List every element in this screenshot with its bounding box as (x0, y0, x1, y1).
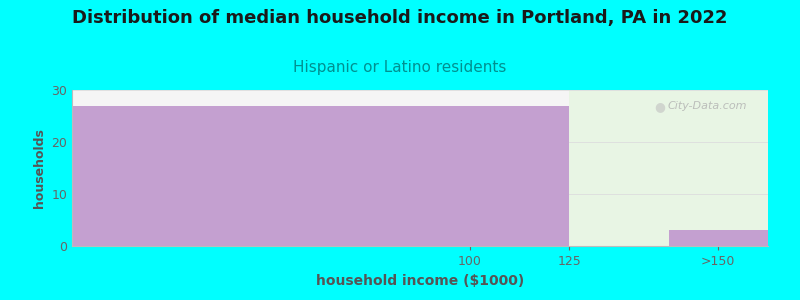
Text: City-Data.com: City-Data.com (668, 101, 747, 111)
X-axis label: household income ($1000): household income ($1000) (316, 274, 524, 288)
Text: Hispanic or Latino residents: Hispanic or Latino residents (294, 60, 506, 75)
Y-axis label: households: households (33, 128, 46, 208)
Bar (669, 230, 768, 246)
Bar (72, 106, 569, 246)
Text: Distribution of median household income in Portland, PA in 2022: Distribution of median household income … (72, 9, 728, 27)
Text: ●: ● (654, 100, 666, 113)
Bar (569, 90, 768, 246)
